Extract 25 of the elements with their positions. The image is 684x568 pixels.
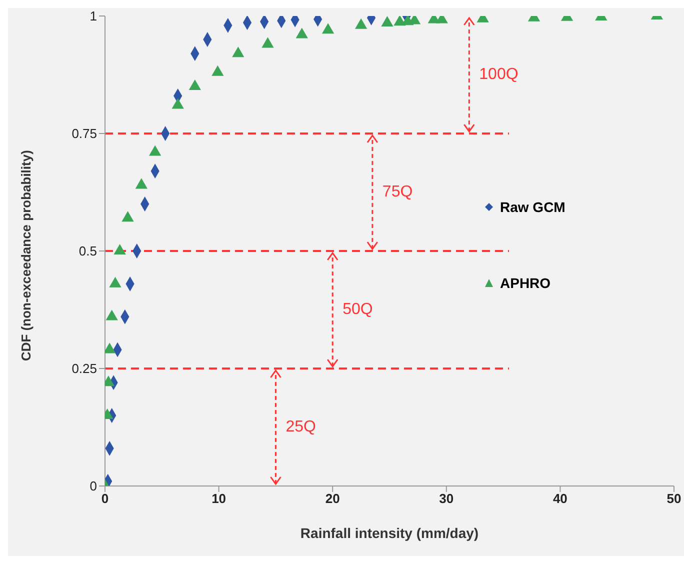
- x-tick-label: 40: [552, 491, 568, 506]
- legend-label: APHRO: [500, 274, 551, 291]
- x-tick-label: 50: [666, 491, 682, 506]
- point: [114, 244, 126, 255]
- point: [135, 178, 148, 189]
- annotation: 25Q: [286, 418, 316, 436]
- point: [105, 342, 116, 354]
- point: [109, 276, 122, 288]
- x-tick-label: 0: [101, 491, 109, 506]
- x-tick-label: 10: [212, 491, 226, 506]
- y-tick-label: 0.5: [78, 244, 97, 259]
- y-tick-label: 0.25: [72, 361, 97, 376]
- point: [122, 211, 134, 222]
- annotation: 100Q: [479, 66, 518, 83]
- point: [106, 310, 118, 320]
- y-tick-label: 0: [90, 478, 97, 494]
- y-tick-label: 0.75: [72, 126, 97, 142]
- annotation: 75Q: [382, 183, 413, 200]
- annotation: 50Q: [342, 300, 373, 318]
- x-axis-title: Rainfall intensity (mm/day): [300, 525, 479, 541]
- legend-label: Raw GCM: [500, 198, 566, 215]
- x-tick-label: 30: [439, 491, 454, 506]
- y-axis-title: CDF (non-exceedance probability): [18, 150, 34, 361]
- x-tick-label: 20: [325, 491, 340, 506]
- y-tick-label: 1: [90, 8, 97, 24]
